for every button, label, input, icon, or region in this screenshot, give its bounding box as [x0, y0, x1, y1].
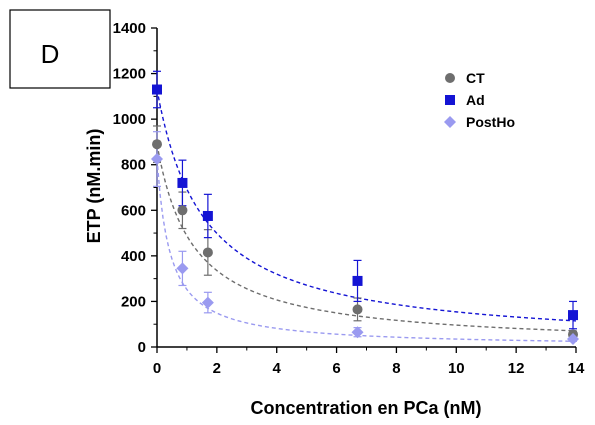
legend-marker-postho: [444, 116, 456, 128]
point-ct: [202, 247, 213, 258]
x-tick-label: 12: [508, 360, 525, 377]
x-tick-label: 10: [448, 360, 465, 377]
point-ad: [202, 210, 213, 221]
point-ct: [177, 205, 188, 216]
legend-marker-ct: [445, 73, 455, 83]
point-ad: [152, 84, 162, 95]
x-tick-label: 4: [273, 360, 282, 377]
error-bars: [153, 70, 578, 342]
legend-label-postho: PostHo: [466, 114, 515, 130]
x-tick-label: 8: [392, 360, 400, 377]
x-tick-label: 0: [153, 360, 161, 377]
y-tick-label: 1200: [113, 66, 146, 83]
panel-label: D: [41, 39, 60, 69]
axes: 0 2 4 6 8 10 12 14 0 200 400 600 800 1000 1200 1400: [113, 20, 585, 377]
legend: CT Ad PostHo: [444, 70, 515, 130]
fit-curve-ct: [156, 144, 577, 332]
point-postho: [201, 296, 214, 309]
point-ct: [152, 139, 162, 150]
y-tick-label: 800: [121, 157, 146, 174]
legend-marker-ad: [445, 95, 455, 105]
point-postho: [176, 262, 189, 275]
point-ad: [568, 310, 579, 321]
x-tick-label: 2: [213, 360, 221, 377]
y-tick-label: 200: [121, 293, 146, 310]
y-tick-label: 1400: [113, 20, 146, 37]
y-axis-title: ETP (nM.min): [84, 129, 104, 244]
y-tick-label: 600: [121, 202, 146, 219]
point-ad: [177, 177, 188, 188]
point-postho: [567, 333, 580, 346]
point-ad: [352, 275, 363, 286]
legend-label-ct: CT: [466, 70, 485, 86]
x-axis-title: Concentration en PCa (nM): [250, 398, 481, 418]
point-postho: [351, 326, 364, 339]
y-tick-label: 400: [121, 248, 146, 265]
point-ct: [352, 304, 363, 315]
legend-label-ad: Ad: [466, 92, 485, 108]
x-tick-label: 14: [568, 360, 585, 377]
fit-curve-postho: [156, 158, 577, 342]
data-points: [151, 84, 580, 346]
fit-curves: [156, 89, 577, 342]
panel-label-box: [9, 9, 111, 89]
x-tick-label: 6: [332, 360, 340, 377]
point-postho: [151, 153, 163, 166]
y-tick-label: 0: [138, 339, 146, 356]
fit-curve-ad: [156, 89, 577, 322]
y-tick-label: 1000: [113, 111, 146, 128]
